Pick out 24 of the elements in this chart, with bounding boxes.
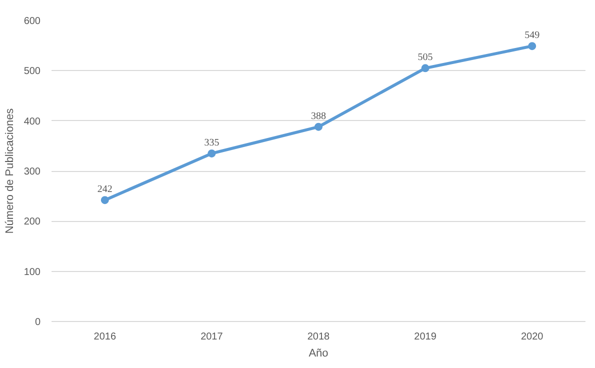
x-tick-label: 2016 [94, 332, 116, 342]
data-label: 505 [418, 52, 433, 64]
y-tick-label: 400 [24, 116, 41, 128]
x-tick-label: 2019 [414, 332, 437, 342]
point [208, 149, 216, 158]
x-axis-title: Año [308, 348, 328, 360]
data-label: 388 [311, 110, 326, 122]
y-tick-label: 200 [24, 216, 41, 228]
y-tick-label: 100 [24, 266, 41, 278]
y-tick-label: 0 [34, 317, 41, 328]
point [528, 42, 536, 50]
y-tick-label: 600 [24, 16, 41, 27]
data-label: 335 [204, 137, 220, 148]
x-tick-label: 2020 [520, 332, 544, 342]
y-tick-label: 300 [24, 166, 41, 178]
point [100, 196, 109, 204]
data-label: 242 [97, 184, 112, 196]
point [314, 122, 322, 131]
point [421, 64, 430, 72]
data-label: 549 [524, 30, 540, 42]
y-tick-label: 500 [24, 66, 41, 78]
x-tick-label: 2017 [200, 332, 224, 342]
y-axis-title: Número de Publicaciones [4, 108, 16, 234]
x-tick-label: 2018 [307, 332, 330, 342]
